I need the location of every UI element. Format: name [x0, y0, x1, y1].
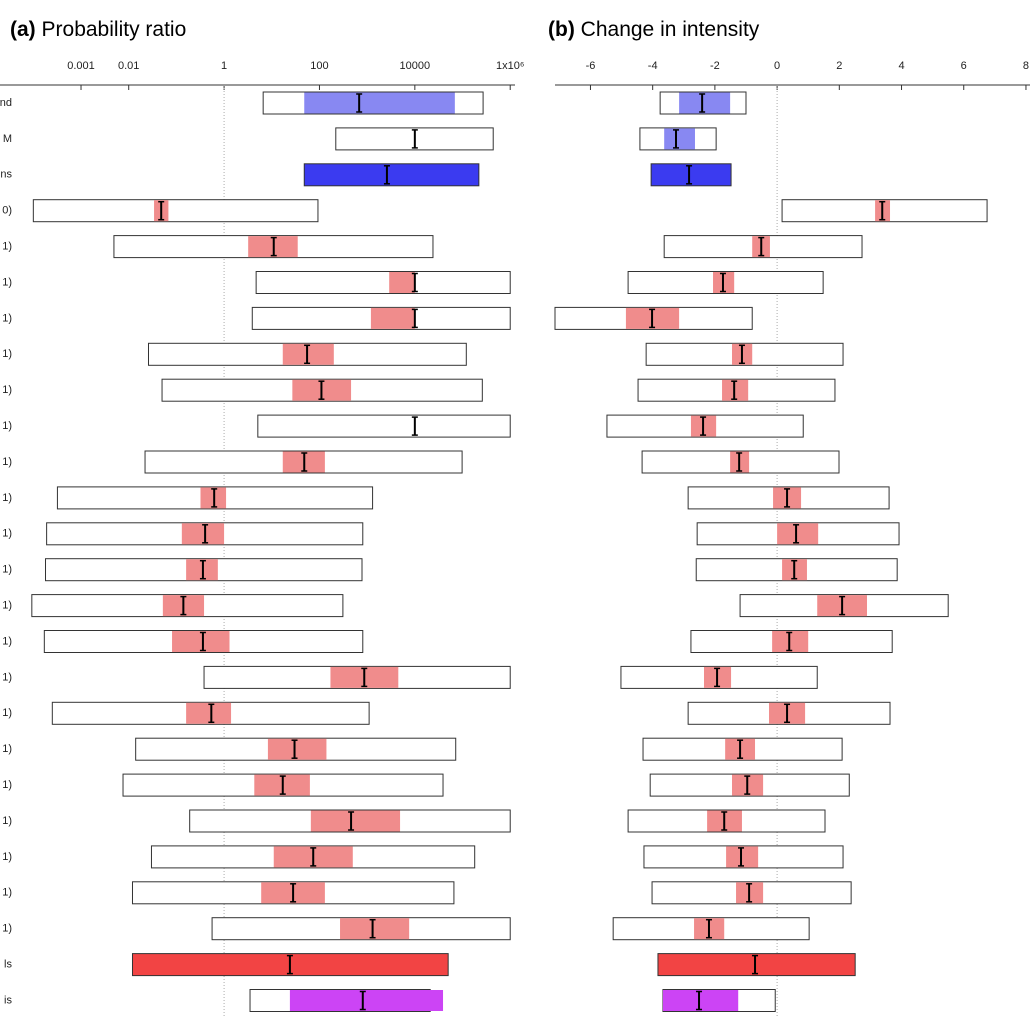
panel-label: (b) — [548, 18, 575, 41]
row-label: ns — [0, 169, 12, 181]
x-tick-label: 6 — [961, 60, 967, 72]
chart-title: (b) Change in intensity — [548, 18, 760, 41]
title-text: Change in intensity — [581, 18, 760, 41]
row-label: M — [3, 133, 12, 145]
inner-range — [282, 343, 334, 365]
row-label: 0) — [2, 205, 12, 217]
x-tick-label: 8 — [1023, 60, 1029, 72]
row-label: 1) — [2, 276, 12, 288]
panel-label: (a) — [10, 18, 36, 41]
inner-range — [181, 523, 225, 545]
row-label: nd — [0, 97, 12, 109]
range-box — [257, 414, 511, 438]
x-tick-label: 2 — [836, 60, 842, 72]
row-label: 1) — [2, 851, 12, 863]
inner-range — [679, 92, 731, 114]
x-tick-label: -6 — [586, 60, 596, 72]
row-label: 1) — [2, 743, 12, 755]
inner-range — [340, 918, 410, 940]
row-label: ls — [4, 959, 12, 971]
inner-range — [304, 92, 455, 114]
x-tick-label: 0.001 — [67, 60, 95, 72]
row-label: 1) — [2, 348, 12, 360]
row-label: 1) — [2, 492, 12, 504]
inner-range — [664, 128, 695, 150]
row-label: 1) — [2, 241, 12, 253]
inner-range — [172, 631, 230, 652]
inner-range — [726, 846, 759, 868]
x-tick-label: 10000 — [400, 60, 431, 72]
inner-range — [310, 810, 401, 832]
inner-range — [267, 738, 327, 760]
inner-range — [777, 523, 819, 545]
row-label: 1) — [2, 384, 12, 396]
x-tick-label: 0 — [774, 60, 780, 72]
x-tick-label: 100 — [310, 60, 328, 72]
range-box — [32, 199, 319, 223]
range-box — [650, 163, 732, 187]
x-tick-label: 1x10⁶ — [496, 60, 524, 72]
row-label: 1) — [2, 528, 12, 540]
row-label: 1) — [2, 707, 12, 719]
x-tick-label: -2 — [710, 60, 720, 72]
inner-range — [662, 990, 739, 1011]
x-tick-label: 4 — [898, 60, 904, 72]
row-label: 1) — [2, 600, 12, 612]
row-label: 1) — [2, 923, 12, 935]
row-label: 1) — [2, 456, 12, 468]
chart-title: (a) Probability ratio — [10, 18, 186, 41]
range-box — [657, 953, 856, 977]
title-text: Probability ratio — [42, 18, 187, 41]
range-box — [255, 271, 511, 294]
row-label: 1) — [2, 420, 12, 432]
row-label: 1) — [2, 815, 12, 827]
row-label: 1) — [2, 887, 12, 899]
inner-range — [389, 272, 415, 293]
row-label: 1) — [2, 671, 12, 683]
x-tick-label: 1 — [221, 60, 227, 72]
inner-range — [186, 702, 232, 724]
row-label: 1) — [2, 635, 12, 647]
range-box — [303, 163, 480, 187]
row-label: is — [4, 994, 12, 1006]
row-label: 1) — [2, 779, 12, 791]
row-label: 1) — [2, 564, 12, 576]
x-tick-label: -4 — [648, 60, 658, 72]
x-tick-label: 0.01 — [118, 60, 139, 72]
row-label: 1) — [2, 312, 12, 324]
inner-range — [370, 307, 415, 329]
inner-range — [289, 990, 444, 1011]
